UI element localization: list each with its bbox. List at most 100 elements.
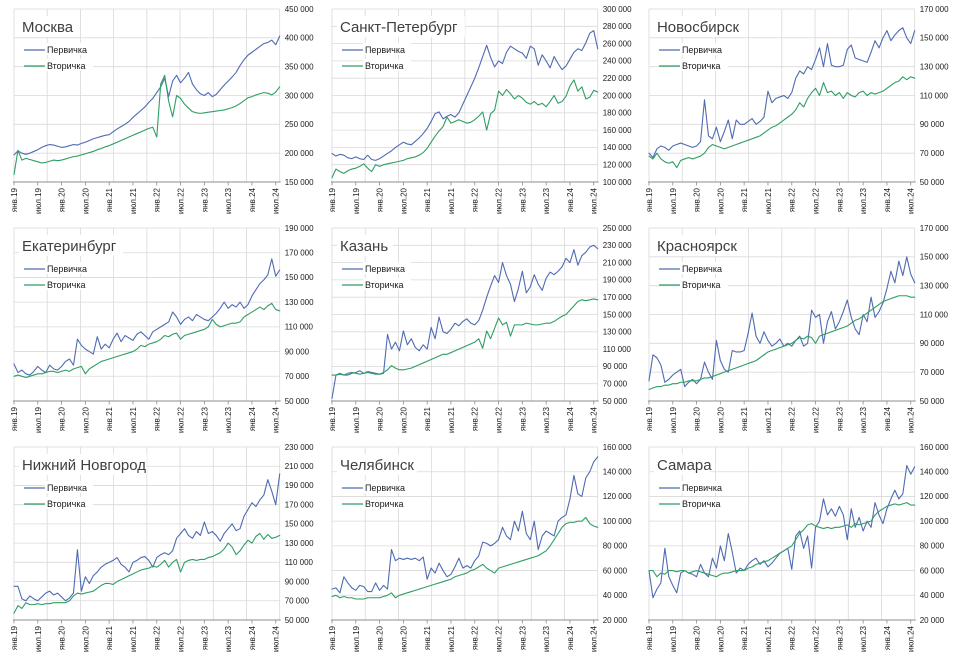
x-axis-tick-label: янв.22 [470,406,479,431]
y-axis-tick-label: 80 000 [602,542,627,551]
x-axis-tick-label: июл.21 [447,187,456,214]
x-axis-tick-label: июл.24 [907,625,916,652]
title-background [654,16,743,37]
x-axis-tick-label: янв.19 [328,187,337,212]
x-axis-tick-label: июл.21 [764,625,773,652]
x-axis-tick-label: янв.19 [328,625,337,650]
series-line-primary [648,27,916,159]
y-axis-tick-label: 400 000 [285,34,314,43]
chart-panel-2: 100 000 120 000 140 000 160 000 180 000 200 0… [318,0,636,219]
x-axis-tick-label: июл.20 [399,187,408,214]
series-line-primary [331,30,598,161]
x-axis-tick-label: янв.19 [10,187,19,212]
x-axis-tick-label: июл.19 [34,406,43,433]
x-axis-tick-label: июл.21 [129,625,138,652]
x-axis-tick-label: июл.19 [34,187,43,214]
legend-label-background [680,481,729,493]
x-axis-tick-label: июл.21 [447,406,456,433]
title-background [18,454,147,475]
title-background [18,16,75,37]
x-axis-tick-label: янв.24 [883,406,892,431]
series-line-secondary [331,516,598,600]
series-line-secondary [13,532,281,614]
legend-label-background [680,278,729,290]
series-line-secondary [648,76,916,169]
price-line-chart: 50 000 70 000 90 000 110 000 130 000 150 000 1… [645,224,949,433]
y-axis-tick-label: 150 000 [920,34,949,43]
chart-panel-5: 50 000 70 000 90 000 110 000 130 000 150 000 1… [318,219,636,438]
x-axis-tick-label: янв.21 [423,406,432,431]
legend-label-primary: Первичка [682,45,722,55]
x-axis-tick-label: июл.24 [589,625,598,652]
y-axis-tick-label: 280 000 [602,22,631,31]
chart-title: Москва [22,19,74,36]
chart-title: Челябинск [340,457,414,474]
chart-title: Санкт-Петербург [340,19,458,36]
y-axis-tick-label: 120 000 [602,492,631,501]
legend-label-primary: Первичка [682,264,722,274]
y-axis-tick-label: 170 000 [285,500,314,509]
x-axis-tick-label: июл.22 [812,625,821,652]
x-axis-tick-label: июл.19 [351,187,360,214]
y-axis-tick-label: 140 000 [920,468,949,477]
series-line-primary [331,456,598,594]
x-axis-tick-label: янв.21 [105,625,114,650]
x-axis-tick-label: янв.23 [836,406,845,431]
chart-title: Красноярск [657,238,737,255]
legend-label-primary: Первичка [47,483,87,493]
y-axis-tick-label: 100 000 [602,517,631,526]
x-axis-tick-label: июл.24 [272,625,281,652]
x-axis-tick-label: янв.22 [470,625,479,650]
y-axis-tick-label: 190 000 [602,276,631,285]
chart-panel-9: 20 000 40 000 60 000 80 000 100 000 120 000 14… [635,438,953,657]
legend-label-primary: Первичка [47,45,87,55]
legend-label-secondary: Вторичка [365,61,404,71]
x-axis-tick-label: июл.22 [812,187,821,214]
x-axis-tick-label: янв.21 [423,187,432,212]
x-axis-tick-label: янв.21 [105,187,114,212]
x-axis-tick-label: янв.24 [248,187,257,212]
price-line-chart: 50 000 70 000 90 000 110 000 130 000 150 000 1… [10,224,314,433]
y-axis-tick-label: 260 000 [602,39,631,48]
x-axis-tick-label: янв.21 [105,406,114,431]
series-line-primary [648,256,916,388]
x-axis-tick-label: янв.22 [153,625,162,650]
y-axis-tick-label: 210 000 [602,258,631,267]
y-axis-tick-label: 230 000 [285,443,314,452]
legend-label-secondary: Вторичка [47,499,86,509]
series-line-secondary [331,298,598,376]
y-axis-tick-label: 180 000 [602,109,631,118]
y-axis-tick-label: 230 000 [602,241,631,250]
x-axis-tick-label: янв.21 [740,625,749,650]
x-axis-tick-label: янв.22 [153,406,162,431]
series-line-secondary [331,79,598,179]
x-axis-tick-label: янв.20 [375,625,384,650]
y-axis-tick-label: 150 000 [285,520,314,529]
x-axis-tick-label: июл.20 [399,406,408,433]
x-axis-tick-label: июл.23 [224,187,233,214]
x-axis-tick-label: янв.19 [645,406,654,431]
x-axis-tick-label: янв.22 [788,187,797,212]
y-axis-tick-label: 60 000 [920,566,945,575]
legend-label-background [680,262,729,274]
title-background [18,235,123,256]
x-axis-tick-label: июл.20 [81,187,90,214]
chart-panel-1: 150 000 200 000 250 000 300 000 350 000 400 0… [0,0,318,219]
chart-panel-6: 50 000 70 000 90 000 110 000 130 000 150 000 1… [635,219,953,438]
x-axis-tick-label: июл.19 [669,187,678,214]
y-axis-tick-label: 100 000 [602,178,631,187]
legend-label-background [680,43,729,55]
legend-label-secondary: Вторичка [365,280,404,290]
x-axis-tick-label: янв.23 [200,406,209,431]
y-axis-tick-label: 130 000 [920,281,949,290]
chart-title: Новосбирск [657,19,740,36]
legend-label-primary: Первичка [365,264,405,274]
series-line-primary [13,473,281,602]
x-axis-tick-label: июл.20 [81,406,90,433]
x-axis-tick-label: июл.21 [447,625,456,652]
y-axis-tick-label: 250 000 [602,224,631,233]
legend-label-background [44,59,93,71]
y-axis-tick-label: 450 000 [285,5,314,14]
x-axis-tick-label: июл.21 [129,187,138,214]
y-axis-tick-label: 50 000 [285,397,310,406]
